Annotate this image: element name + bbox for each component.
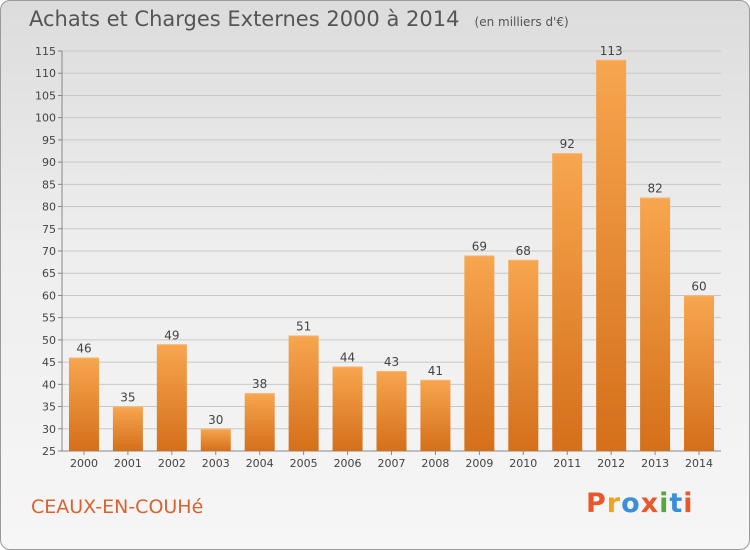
y-tick-label: 80 <box>42 201 56 214</box>
bar-value-label: 68 <box>516 244 531 258</box>
x-tick-label: 2013 <box>641 457 669 470</box>
chart-subtitle: (en milliers d'€) <box>474 15 569 29</box>
bar <box>244 393 275 451</box>
y-tick-label: 115 <box>35 45 56 58</box>
x-tick-label: 2010 <box>509 457 537 470</box>
y-tick-label: 50 <box>42 334 56 347</box>
bar <box>156 344 187 451</box>
logo-letter: P <box>586 488 607 519</box>
x-tick-label: 2007 <box>378 457 406 470</box>
bar <box>596 59 627 452</box>
y-tick-label: 40 <box>42 378 56 391</box>
x-tick-label: 2001 <box>114 457 142 470</box>
proxiti-logo: Proxiti <box>586 488 694 519</box>
bar-value-label: 30 <box>208 413 223 427</box>
bar <box>552 153 583 451</box>
y-tick-label: 75 <box>42 223 56 236</box>
y-tick-label: 100 <box>35 112 56 125</box>
y-tick-label: 105 <box>35 89 56 102</box>
bar-value-label: 92 <box>560 137 575 151</box>
x-tick-label: 2006 <box>334 457 362 470</box>
bar-value-label: 82 <box>647 182 662 196</box>
bar-value-label: 69 <box>472 239 487 253</box>
bar-value-label: 49 <box>164 328 179 342</box>
chart-title: Achats et Charges Externes 2000 à 2014 <box>29 7 460 31</box>
x-tick-label: 2000 <box>70 457 98 470</box>
x-tick-label: 2012 <box>597 457 625 470</box>
logo-letter: t <box>669 488 684 519</box>
bar <box>684 295 715 451</box>
x-tick-label: 2005 <box>290 457 318 470</box>
bar <box>68 357 99 451</box>
bar-value-label: 44 <box>340 351 355 365</box>
bar <box>420 379 451 451</box>
x-tick-label: 2011 <box>553 457 581 470</box>
x-tick-label: 2002 <box>158 457 186 470</box>
y-tick-label: 65 <box>42 267 56 280</box>
x-tick-label: 2004 <box>246 457 274 470</box>
y-tick-label: 85 <box>42 178 56 191</box>
logo-letter: r <box>606 488 622 519</box>
bar-value-label: 38 <box>252 377 267 391</box>
x-tick-label: 2003 <box>202 457 230 470</box>
bar <box>332 366 363 451</box>
bar <box>288 335 319 451</box>
y-tick-label: 60 <box>42 289 56 302</box>
commune-name: CEAUX-EN-COUHé <box>31 496 204 518</box>
bar <box>640 197 671 451</box>
bar-value-label: 51 <box>296 319 311 333</box>
bar-value-label: 41 <box>428 364 443 378</box>
y-tick-label: 35 <box>42 401 56 414</box>
title-row: Achats et Charges Externes 2000 à 2014 (… <box>29 7 569 31</box>
y-tick-label: 110 <box>35 67 56 80</box>
logo-letter: i <box>659 488 670 519</box>
bar-value-label: 43 <box>384 355 399 369</box>
y-tick-label: 95 <box>42 134 56 147</box>
y-tick-label: 45 <box>42 356 56 369</box>
labels: 46 35 49 30 38 51 44 43 41 69 68 92 113 82 60 <box>76 44 706 427</box>
y-tick-label: 30 <box>42 423 56 436</box>
bar <box>112 406 143 451</box>
bar <box>508 259 539 451</box>
y-tick-label: 70 <box>42 245 56 258</box>
bar <box>376 371 407 451</box>
bar-value-label: 35 <box>120 391 135 405</box>
x-tick-label: 2008 <box>421 457 449 470</box>
bar <box>464 255 495 451</box>
x-tick-label: 2014 <box>685 457 713 470</box>
y-tick-label: 25 <box>42 445 56 458</box>
axes: 25 30 35 40 45 50 55 60 65 70 75 80 85 90 95 100 105 110 1… <box>35 45 721 470</box>
logo-letter: i <box>683 488 694 519</box>
y-tick-label: 55 <box>42 312 56 325</box>
logo-letter: o <box>621 488 641 519</box>
bar <box>200 428 231 451</box>
logo-letter: x <box>640 488 660 519</box>
y-tick-label: 90 <box>42 156 56 169</box>
bar-value-label: 46 <box>76 342 91 356</box>
bar-value-label: 60 <box>691 279 706 293</box>
bar-value-label: 113 <box>600 44 623 58</box>
bars <box>68 59 715 452</box>
x-tick-label: 2009 <box>465 457 493 470</box>
